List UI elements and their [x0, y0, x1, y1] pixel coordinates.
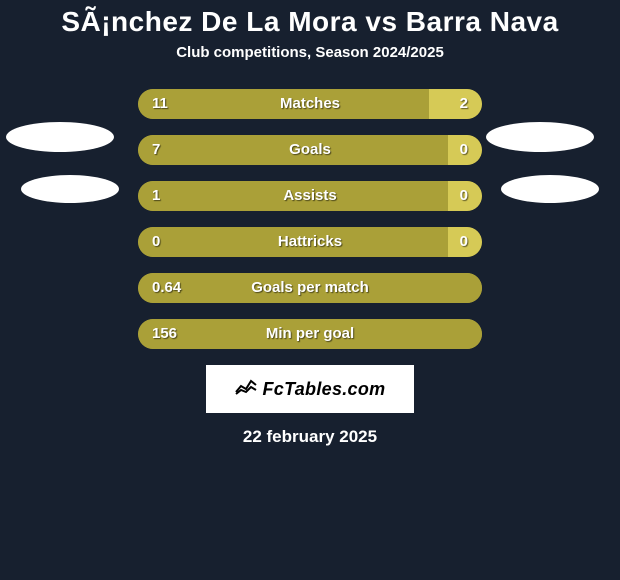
stat-bar-left-fill — [138, 227, 448, 257]
stat-row: 0.64Goals per match — [0, 273, 620, 303]
stat-bar-track — [138, 273, 482, 303]
stat-left-value: 0.64 — [138, 273, 181, 303]
stat-bar-track — [138, 181, 482, 211]
stat-row: 00Hattricks — [0, 227, 620, 257]
stat-left-value: 156 — [138, 319, 177, 349]
stat-bar-track — [138, 135, 482, 165]
stat-row: 112Matches — [0, 89, 620, 119]
stat-left-value: 11 — [138, 89, 168, 119]
stat-row: 156Min per goal — [0, 319, 620, 349]
date-label: 22 february 2025 — [0, 427, 620, 447]
stat-left-value: 1 — [138, 181, 160, 211]
stat-bar-left-fill — [138, 273, 482, 303]
stat-right-value — [468, 319, 482, 349]
stat-right-value: 0 — [460, 227, 482, 257]
stat-bar-left-fill — [138, 181, 448, 211]
page-title: SÃ¡nchez De La Mora vs Barra Nava — [0, 0, 620, 38]
stat-right-value: 0 — [460, 135, 482, 165]
stat-bar-track — [138, 227, 482, 257]
stat-bar-left-fill — [138, 319, 482, 349]
stat-bar-left-fill — [138, 89, 429, 119]
stat-area: 112Matches70Goals10Assists00Hattricks0.6… — [0, 89, 620, 349]
stat-bar-track — [138, 319, 482, 349]
chart-line-icon — [235, 378, 257, 401]
stat-bar-left-fill — [138, 135, 448, 165]
fctables-logo-text: FcTables.com — [263, 379, 386, 400]
stat-left-value: 0 — [138, 227, 160, 257]
stat-left-value: 7 — [138, 135, 160, 165]
stat-bar-track — [138, 89, 482, 119]
stat-right-value: 2 — [460, 89, 482, 119]
page-subtitle: Club competitions, Season 2024/2025 — [0, 44, 620, 61]
stat-right-value — [468, 273, 482, 303]
stat-right-value: 0 — [460, 181, 482, 211]
stat-row: 10Assists — [0, 181, 620, 211]
fctables-logo: FcTables.com — [206, 365, 414, 413]
stat-row: 70Goals — [0, 135, 620, 165]
